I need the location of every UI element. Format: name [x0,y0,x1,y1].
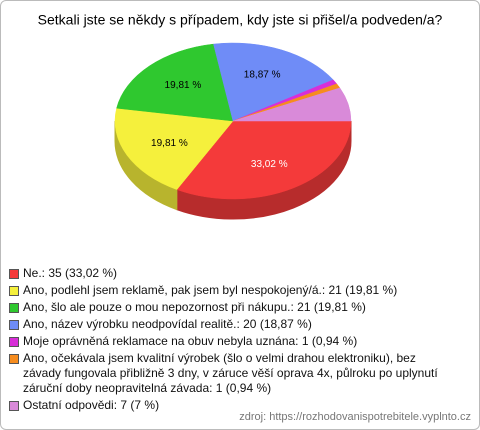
legend-label: Ano, šlo ale pouze o mou nepozornost při… [23,300,366,314]
legend-swatch [9,337,19,347]
legend-item: Ne.: 35 (33,02 %) [9,266,449,281]
chart-title: Setkali jste se někdy s případem, kdy js… [38,12,443,28]
data-label: 19,81 % [165,80,202,91]
legend-swatch [9,354,19,364]
legend-swatch [9,303,19,313]
legend-label: Ne.: 35 (33,02 %) [23,266,118,280]
legend-swatch [9,286,19,296]
slice [176,120,352,200]
legend-item: Ostatní odpovědi: 7 (7 %) [9,398,449,413]
legend-item: Ano, název výrobku neodpovídal realitě.:… [9,317,449,332]
legend-item: Ano, očekávala jsem kvalitní výrobek (šl… [9,351,449,396]
pie-area: Setkali jste se někdy s případem, kdy js… [38,12,443,220]
legend-swatch [9,401,19,411]
legend-label: Moje oprávněná reklamace na obuv nebyla … [23,334,358,348]
source: zdroj: https://rozhodovanispotrebitele.v… [239,411,471,423]
legend-swatch [9,269,19,279]
legend-item: Moje oprávněná reklamace na obuv nebyla … [9,334,449,349]
legend-item: Ano, podlehl jsem reklamě, pak jsem byl … [9,283,449,298]
legend-label: Ano, podlehl jsem reklamě, pak jsem byl … [23,283,398,297]
legend-label: Ostatní odpovědi: 7 (7 %) [23,398,160,412]
legend-item: Ano, šlo ale pouze o mou nepozornost při… [9,300,449,315]
legend-label: Ano, název výrobku neodpovídal realitě.:… [23,317,312,331]
data-label: 18,87 % [244,69,281,80]
slice [213,42,334,122]
slice [114,107,234,190]
data-label: 19,81 % [151,138,188,149]
legend-swatch [9,320,19,330]
slice [116,43,234,122]
data-label: 33,02 % [251,159,288,170]
legend-label: Ano, očekávala jsem kvalitní výrobek (šl… [23,351,438,395]
slice [232,87,352,122]
legend: Ne.: 35 (33,02 %) Ano, podlehl jsem rekla… [9,266,449,415]
